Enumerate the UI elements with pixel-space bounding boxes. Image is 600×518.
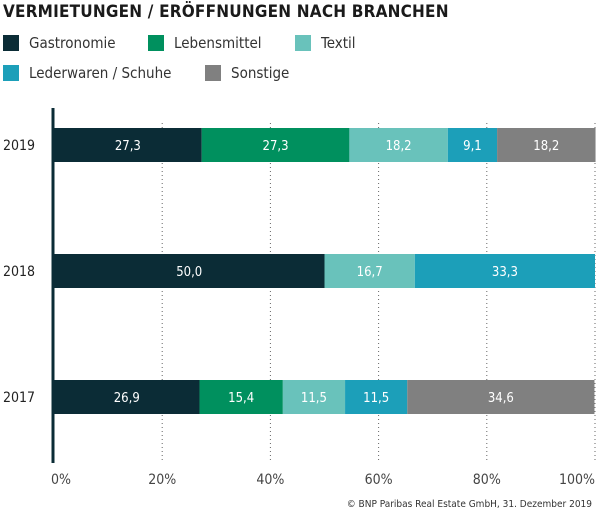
- legend-item: Sonstige: [205, 64, 289, 82]
- bar-segment: [199, 380, 283, 414]
- data-label: 15,4: [228, 391, 254, 406]
- bar-segment: [201, 128, 350, 162]
- legend-swatch: [295, 35, 311, 51]
- data-label: 9,1: [463, 139, 482, 154]
- data-label: 11,5: [301, 391, 327, 406]
- legend-label: Lederwaren / Schuhe: [29, 64, 172, 82]
- data-label: 26,9: [114, 391, 140, 406]
- legend-label: Sonstige: [231, 64, 290, 82]
- bar-segment: [282, 380, 346, 414]
- data-label: 34,6: [488, 391, 514, 406]
- legend-swatch: [3, 65, 19, 81]
- data-label: 50,0: [176, 265, 202, 280]
- x-tick-label: 100%: [559, 472, 595, 488]
- legend-item: Gastronomie: [3, 34, 116, 52]
- category-label: 2019: [3, 138, 35, 154]
- bar-segment: [54, 128, 202, 162]
- legend-item: Lebensmittel: [148, 34, 262, 52]
- bar-segment: [324, 254, 415, 288]
- x-tick-label: 20%: [148, 472, 176, 488]
- data-label: 18,2: [386, 139, 412, 154]
- bar-segment: [349, 128, 448, 162]
- bar-segment: [54, 254, 325, 288]
- data-label: 18,2: [533, 139, 559, 154]
- legend-item: Lederwaren / Schuhe: [3, 64, 171, 82]
- chart-title: VERMIETUNGEN / ERÖFFNUNGEN NACH BRANCHEN: [3, 2, 449, 22]
- category-label: 2018: [3, 264, 35, 280]
- x-tick-label: 0%: [51, 472, 71, 488]
- legend-swatch: [148, 35, 164, 51]
- x-tick-label: 80%: [473, 472, 501, 488]
- bar-segment: [414, 254, 595, 288]
- bar-segment: [447, 128, 498, 162]
- legend-item: Textil: [295, 34, 356, 52]
- legend-swatch: [3, 35, 19, 51]
- legend-label: Lebensmittel: [174, 34, 262, 52]
- credit: © BNP Paribas Real Estate GmbH, 31. Deze…: [346, 499, 592, 510]
- data-label: 27,3: [263, 139, 289, 154]
- legend-label: Gastronomie: [29, 34, 116, 52]
- data-label: 27,3: [115, 139, 141, 154]
- bar-segment: [54, 380, 200, 414]
- data-label: 11,5: [363, 391, 389, 406]
- category-label: 2017: [3, 390, 35, 406]
- bar-segment: [497, 128, 596, 162]
- legend-label: Textil: [321, 34, 356, 52]
- legend-swatch: [205, 65, 221, 81]
- data-label: 33,3: [492, 265, 518, 280]
- bar-segment: [345, 380, 408, 414]
- bar-segment: [407, 380, 595, 414]
- data-label: 16,7: [357, 265, 383, 280]
- x-tick-label: 40%: [256, 472, 284, 488]
- x-tick-label: 60%: [365, 472, 393, 488]
